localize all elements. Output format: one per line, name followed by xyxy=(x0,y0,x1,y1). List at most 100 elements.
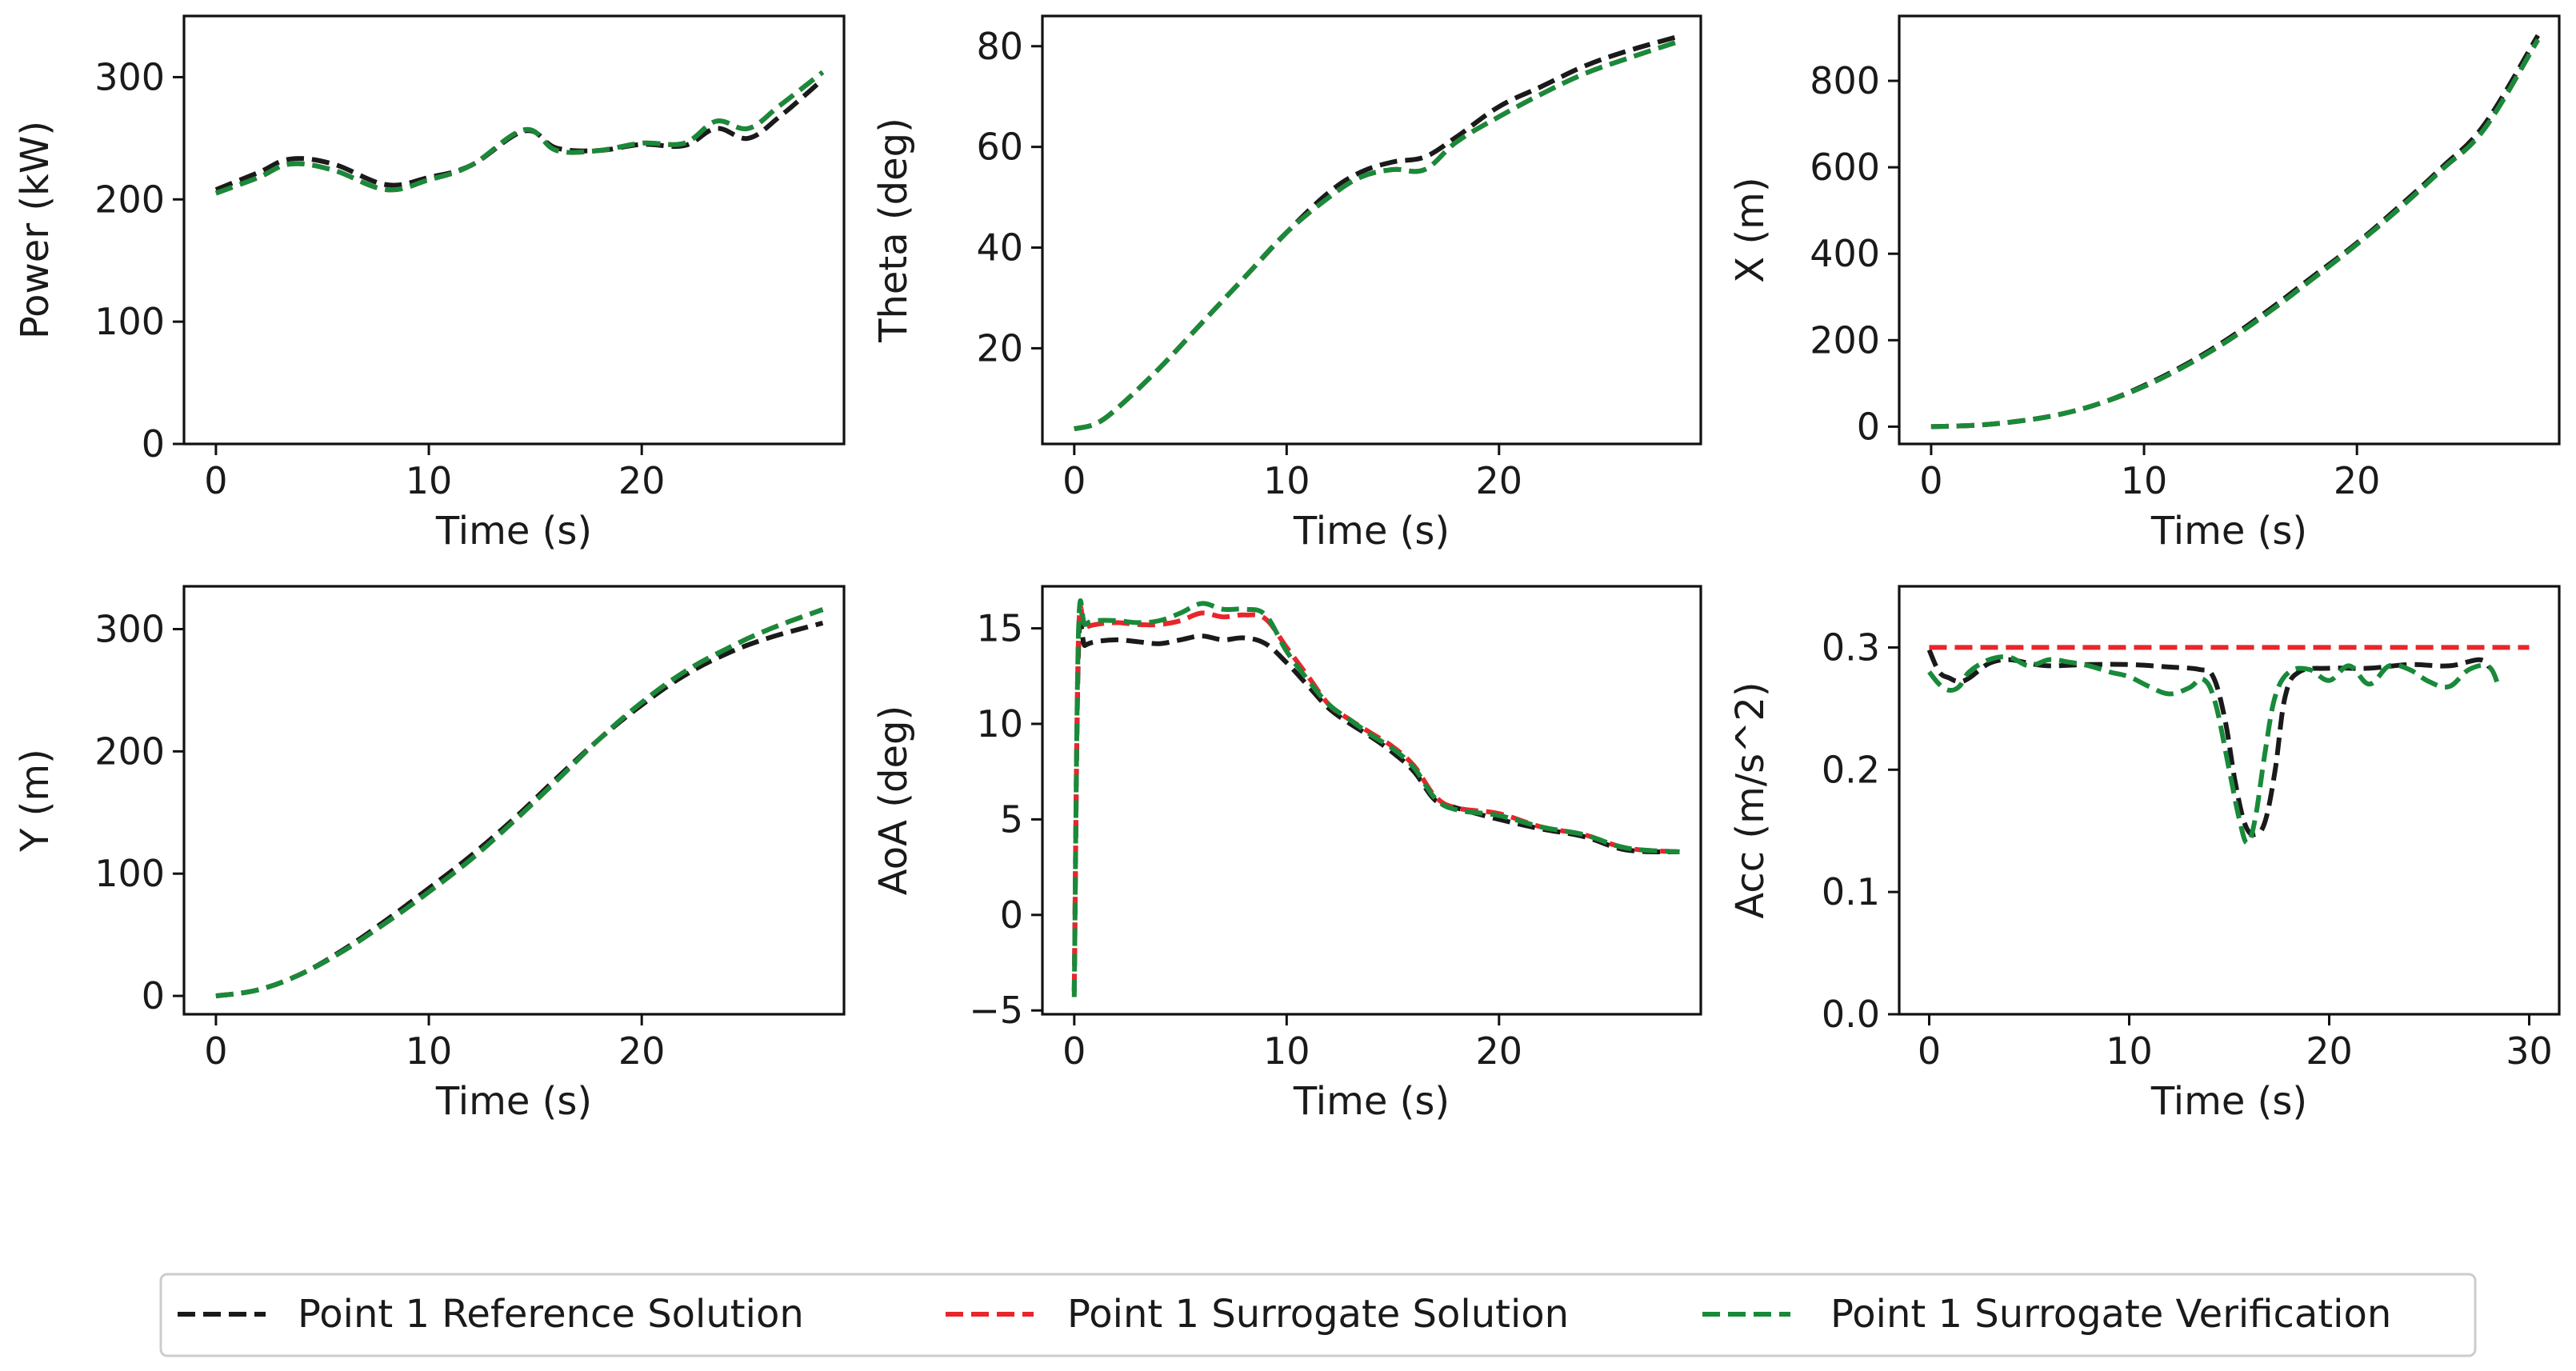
legend-box xyxy=(159,1273,2477,1357)
chart-aoa: 0 10 20 −5 0 5 10 15 Time (s) AoA (deg) xyxy=(871,585,1702,1124)
legend-entry-verification: Point 1 Surrogate Verification xyxy=(1702,1292,2391,1337)
x-tick-label: 20 xyxy=(2306,1029,2353,1073)
series-line-verification xyxy=(214,70,825,196)
x-tick-label: 10 xyxy=(2106,1029,2153,1073)
y-tick-label: 5 xyxy=(1000,797,1023,841)
x-tick-label: 0 xyxy=(1918,1029,1941,1073)
y-tick-label: 300 xyxy=(94,608,165,651)
x-tick-label: 0 xyxy=(204,1029,227,1073)
y-tick-label: 0 xyxy=(142,422,165,466)
series-line-verification xyxy=(1071,598,1680,997)
y-tick-label: 40 xyxy=(976,226,1023,270)
legend-label-surrogate: Point 1 Surrogate Solution xyxy=(1067,1292,1569,1337)
y-tick-label: 0 xyxy=(142,974,165,1017)
y-tick-label: 300 xyxy=(94,55,165,98)
chart-acc: 0 10 20 30 0.0 0.1 0.2 0.3 Time (s) Acc (m/s^2) xyxy=(1728,585,2561,1124)
series-group xyxy=(1071,598,1680,997)
y-tick-label: 0.2 xyxy=(1822,748,1880,791)
plot-frame xyxy=(1041,14,1702,446)
x-tick-label: 20 xyxy=(618,1029,666,1073)
series-line-surrogate xyxy=(1930,38,2540,430)
series-line-reference xyxy=(215,621,824,999)
y-tick-label: 10 xyxy=(976,702,1023,745)
x-tick-label: 10 xyxy=(1263,459,1310,502)
series-line-surrogate xyxy=(215,607,824,999)
plot-frame xyxy=(182,585,846,1016)
x-axis-label: Time (s) xyxy=(435,1079,592,1124)
x-tick-label: 20 xyxy=(1476,1029,1523,1073)
x-tick-label: 20 xyxy=(1476,459,1523,502)
x-axis-label: Time (s) xyxy=(2150,509,2307,554)
series-line-verification xyxy=(1927,654,2502,845)
x-axis-label: Time (s) xyxy=(435,509,592,554)
y-tick-label: 0 xyxy=(1000,893,1023,937)
legend-label-verification: Point 1 Surrogate Verification xyxy=(1830,1292,2391,1337)
series-line-verification xyxy=(1930,38,2540,430)
series-line-reference xyxy=(1930,34,2540,430)
y-tick-label: 0.3 xyxy=(1822,626,1880,669)
series-line-verification xyxy=(215,607,824,999)
plot-frame xyxy=(1898,585,2561,1016)
series-group xyxy=(1926,645,2530,845)
x-tick-label: 20 xyxy=(618,459,666,502)
y-tick-label: 20 xyxy=(976,326,1023,370)
y-axis-label: X (m) xyxy=(1728,177,1773,282)
x-tick-label: 10 xyxy=(406,459,453,502)
x-tick-label: 0 xyxy=(1062,1029,1086,1073)
series-line-reference xyxy=(214,78,825,192)
x-tick-label: 0 xyxy=(1062,459,1086,502)
x-axis-label: Time (s) xyxy=(2150,1079,2307,1124)
y-tick-label: 100 xyxy=(94,852,165,895)
plot-frame xyxy=(182,14,846,446)
x-tick-label: 10 xyxy=(2121,459,2168,502)
x-tick-label: 10 xyxy=(1263,1029,1310,1073)
y-tick-label: −5 xyxy=(969,989,1023,1032)
y-tick-label: 0.1 xyxy=(1822,870,1880,913)
legend-label-reference: Point 1 Reference Solution xyxy=(298,1292,804,1337)
y-tick-label: 200 xyxy=(1810,318,1880,362)
legend-entry-reference: Point 1 Reference Solution xyxy=(178,1292,804,1337)
plot-frame xyxy=(1041,585,1702,1016)
y-axis-label: Acc (m/s^2) xyxy=(1728,682,1773,918)
y-tick-label: 200 xyxy=(94,729,165,773)
y-tick-label: 15 xyxy=(976,607,1023,650)
x-tick-label: 30 xyxy=(2506,1029,2553,1073)
x-tick-label: 0 xyxy=(1919,459,1942,502)
legend: Point 1 Reference Solution Point 1 Surro… xyxy=(159,1273,2477,1357)
chart-theta: 0 10 20 20 40 60 80 Time (s) Theta (deg) xyxy=(871,14,1702,554)
series-line-surrogate xyxy=(1074,38,1681,432)
series-line-reference xyxy=(1074,34,1681,432)
x-axis-label: Time (s) xyxy=(1293,1079,1450,1124)
plot-frame xyxy=(1898,14,2561,446)
y-tick-label: 80 xyxy=(976,25,1023,68)
series-group xyxy=(214,70,825,196)
y-tick-label: 400 xyxy=(1810,232,1880,275)
y-axis-label: Power (kW) xyxy=(13,121,58,339)
y-tick-label: 0 xyxy=(1857,405,1880,448)
x-tick-label: 0 xyxy=(204,459,227,502)
y-tick-label: 600 xyxy=(1810,146,1880,189)
series-group xyxy=(1930,34,2540,430)
series-group xyxy=(215,607,824,999)
series-line-reference xyxy=(1071,620,1680,992)
x-axis-label: Time (s) xyxy=(1293,509,1450,554)
y-tick-label: 0.0 xyxy=(1822,993,1880,1036)
series-line-verification xyxy=(1074,38,1681,432)
x-tick-label: 10 xyxy=(406,1029,453,1073)
y-tick-label: 100 xyxy=(94,300,165,343)
y-axis-label: Y (m) xyxy=(13,749,58,853)
y-tick-label: 60 xyxy=(976,126,1023,169)
series-line-surrogate xyxy=(1071,604,1680,992)
series-line-reference xyxy=(1926,649,2491,837)
y-axis-label: AoA (deg) xyxy=(871,705,916,895)
y-tick-label: 800 xyxy=(1810,59,1880,102)
legend-entry-surrogate: Point 1 Surrogate Solution xyxy=(946,1292,1569,1337)
y-tick-label: 200 xyxy=(94,178,165,221)
x-tick-label: 20 xyxy=(2334,459,2381,502)
y-axis-label: Theta (deg) xyxy=(871,118,916,343)
series-group xyxy=(1074,34,1681,432)
